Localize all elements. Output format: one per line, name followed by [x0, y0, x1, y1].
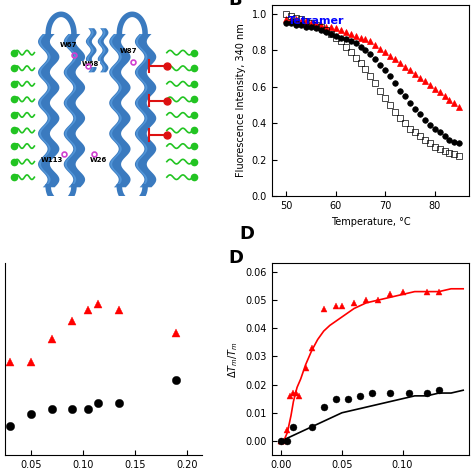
- Text: W67: W67: [60, 42, 77, 48]
- Y-axis label: $\Delta T_m/T_m$: $\Delta T_m/T_m$: [226, 341, 240, 378]
- Y-axis label: Fluorescence Intensity, 340 nm: Fluorescence Intensity, 340 nm: [236, 24, 246, 177]
- Text: W26: W26: [90, 157, 107, 163]
- Text: W68: W68: [82, 61, 99, 67]
- Text: W87: W87: [119, 48, 137, 54]
- Text: B: B: [228, 0, 242, 9]
- Text: W113: W113: [40, 157, 63, 163]
- Text: D: D: [228, 249, 243, 267]
- X-axis label: Temperature, °C: Temperature, °C: [330, 217, 410, 227]
- Text: Tetramer: Tetramer: [287, 16, 344, 26]
- Text: D: D: [239, 225, 255, 243]
